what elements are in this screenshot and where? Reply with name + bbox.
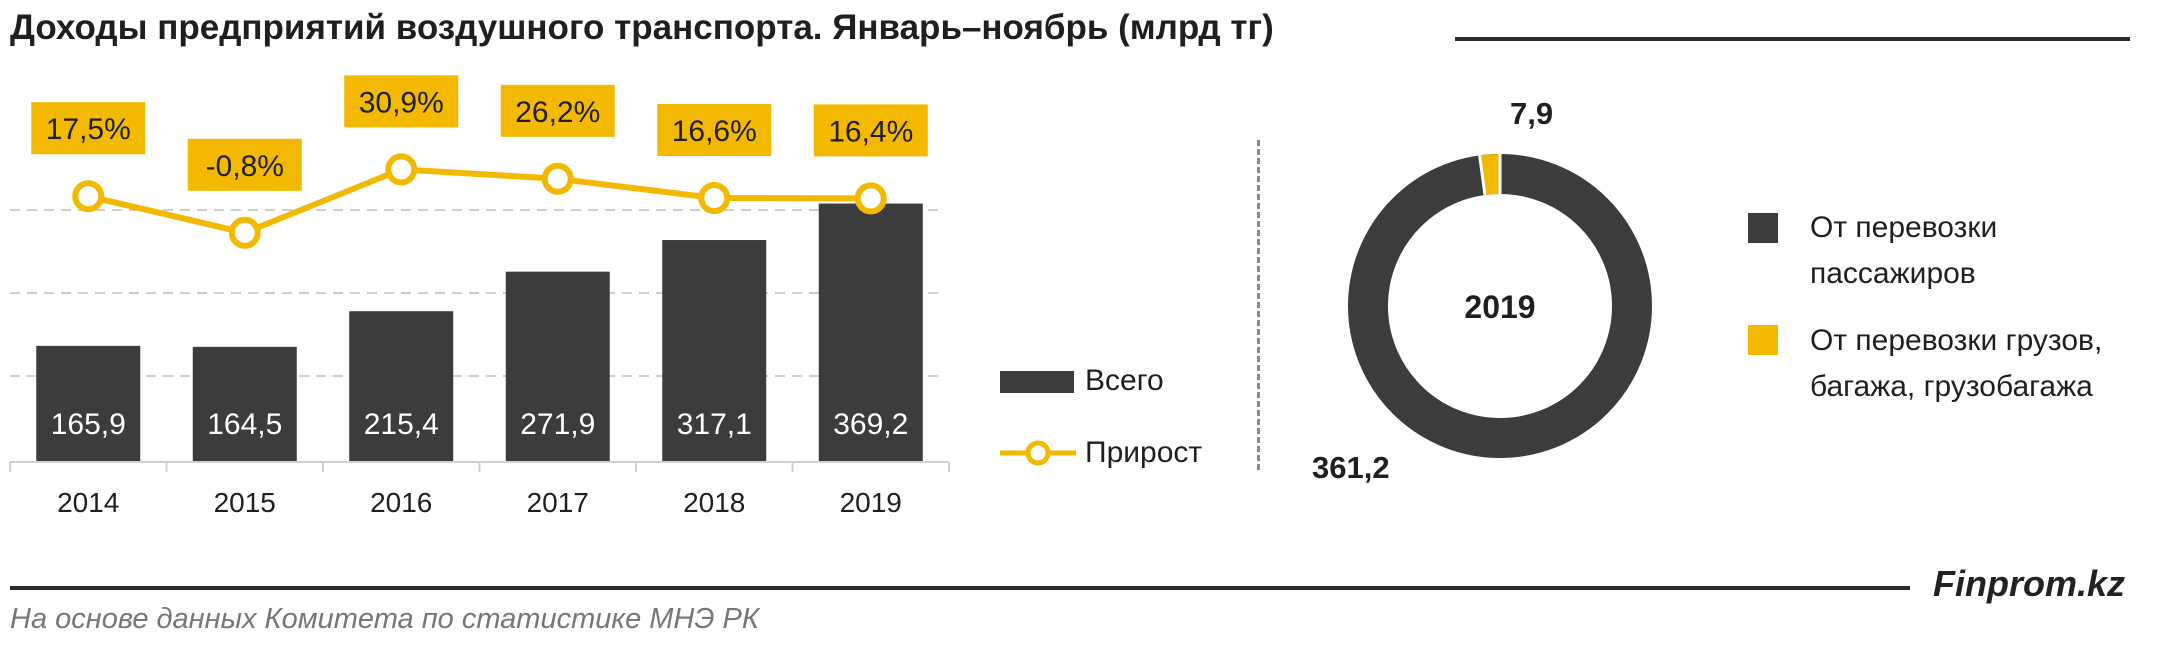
- chart-divider: [1257, 140, 1260, 470]
- bar-2018: [662, 240, 767, 462]
- legend-growth-label: Прирост: [1085, 436, 1203, 469]
- chart-title: Доходы предприятий воздушного транспорта…: [10, 8, 1274, 47]
- bar-value-label: 164,5: [207, 408, 282, 441]
- growth-label-box: [31, 102, 146, 155]
- growth-line: [87, 166, 871, 236]
- x-tick-label: 2019: [840, 487, 902, 518]
- x-tick-label: 2017: [527, 487, 589, 518]
- legend-cargo-line2: багажа, грузобагажа: [1810, 370, 2093, 403]
- x-tick-label: 2014: [57, 487, 119, 518]
- legend-cargo-line1: От перевозки грузов,: [1810, 324, 2103, 357]
- footer-rule: [10, 586, 1910, 590]
- legend-growth-marker: [1000, 440, 1076, 466]
- brand-logo: Finprom.kz: [1932, 563, 2125, 604]
- growth-point: [541, 162, 574, 195]
- growth-label-box: [344, 75, 459, 128]
- legend-passengers-line1: От перевозки: [1810, 211, 1998, 244]
- bar-2019: [818, 203, 923, 462]
- growth-point: [72, 180, 105, 213]
- donut-value-passengers: 361,2: [1312, 450, 1390, 485]
- growth-label-box: [187, 138, 302, 191]
- growth-label: 17,5%: [46, 113, 131, 146]
- source-note: На основе данных Комитета по статистике …: [10, 603, 759, 635]
- legend-passengers-label: От перевозки пассажиров: [1810, 205, 1997, 297]
- growth-label: -0,8%: [206, 150, 284, 183]
- bar-value-label: 271,9: [520, 408, 595, 441]
- x-tick-label: 2015: [214, 487, 276, 518]
- bar-value-label: 369,2: [833, 408, 908, 441]
- growth-label: 16,4%: [828, 115, 913, 148]
- growth-label: 26,2%: [515, 96, 600, 129]
- growth-point: [854, 182, 887, 215]
- x-tick-label: 2016: [370, 487, 432, 518]
- growth-point: [228, 216, 261, 249]
- donut-center-label: 2019: [1464, 289, 1535, 325]
- donut-separator: [1478, 155, 1487, 196]
- growth-label: 30,9%: [359, 86, 444, 119]
- growth-label-box: [657, 104, 772, 156]
- bar-2016: [349, 311, 454, 462]
- bar-value-label: 317,1: [677, 408, 752, 441]
- legend-cargo-label: От перевозки грузов, багажа, грузобагажа: [1810, 318, 2102, 410]
- growth-point: [385, 153, 418, 186]
- x-tick-label: 2018: [683, 487, 745, 518]
- donut-value-cargo: 7,9: [1510, 96, 1553, 131]
- bar-2015: [192, 346, 297, 462]
- legend-passengers-line2: пассажиров: [1810, 257, 1976, 290]
- bar-2014: [36, 345, 141, 462]
- growth-point: [698, 182, 731, 214]
- growth-label-box: [813, 104, 928, 157]
- bar-value-label: 165,9: [51, 408, 126, 441]
- title-rule: [1455, 37, 2130, 41]
- legend-passengers-swatch: [1748, 213, 1778, 243]
- legend-cargo-swatch: [1748, 325, 1778, 355]
- growth-label-box: [500, 84, 615, 137]
- growth-label: 16,6%: [672, 115, 757, 148]
- bar-value-label: 215,4: [364, 408, 439, 441]
- legend-total-label: Всего: [1085, 364, 1164, 397]
- legend-total-swatch: [1000, 371, 1074, 393]
- bar-2017: [505, 271, 610, 462]
